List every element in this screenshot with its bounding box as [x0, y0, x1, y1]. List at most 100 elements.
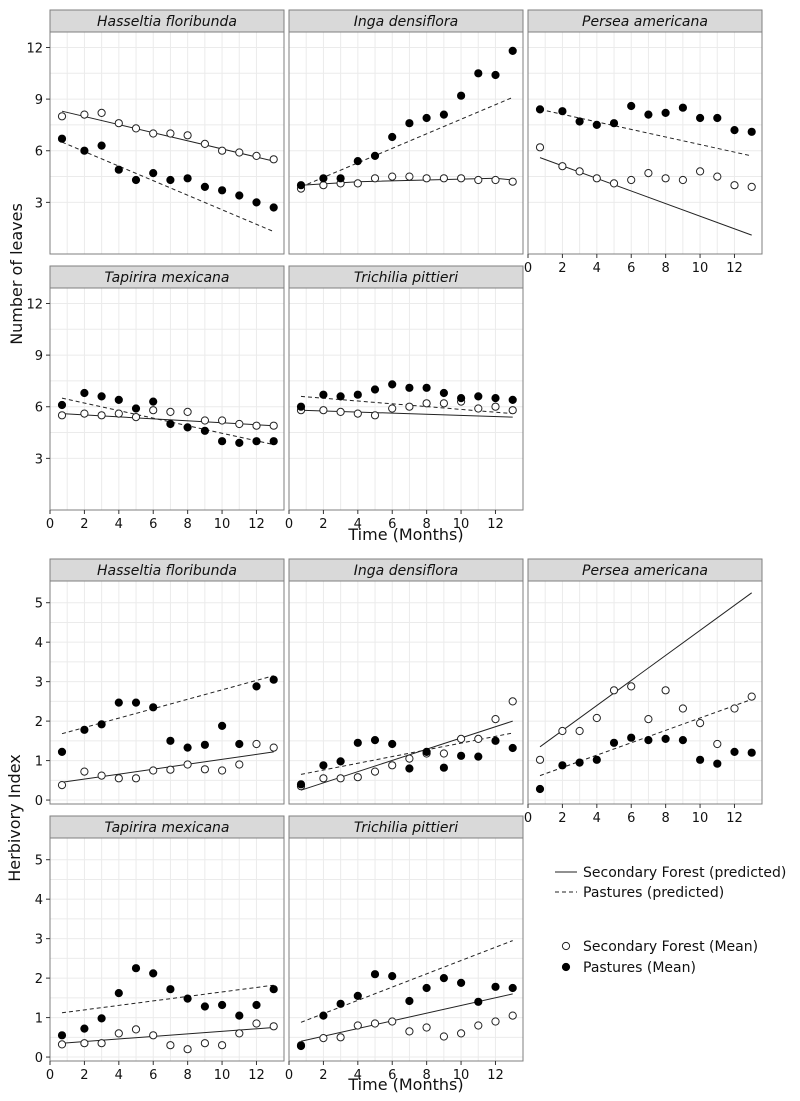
leaves-inga-densiflora-pastures-mean-point — [388, 132, 397, 142]
herbivory-tapirira-mexicana-y-tick-label: 5 — [35, 854, 43, 869]
herbivory-hasseltia-floribunda-y-tick-label: 0 — [35, 794, 43, 809]
herbivory-inga-densiflora-pastures-mean-point — [508, 743, 517, 753]
herbivory-hasseltia-floribunda-pastures-mean-point — [252, 682, 261, 691]
leaves-hasseltia-floribunda-pastures-mean-point — [97, 141, 106, 150]
leaves-inga-densiflora-secondary-forest-mean-point — [370, 174, 380, 183]
leaves-tapirira-mexicana-secondary-forest-mean-point — [218, 416, 227, 425]
herbivory-tapirira-mexicana-secondary-forest-mean-point — [235, 1029, 244, 1038]
herbivory-persea-americana-plot-background — [528, 581, 762, 804]
herbivory-tapirira-mexicana-pastures-predicted-line — [61, 984, 274, 1014]
herbivory-persea-americana-pastures-mean-point — [592, 755, 601, 764]
herbivory-trichilia-pittieri-pastures-mean-point — [405, 996, 414, 1006]
herbivory-tapirira-mexicana-x-tick-label: 6 — [149, 1068, 157, 1083]
leaves-tapirira-mexicana-y-tick-label: 6 — [35, 401, 43, 416]
herbivory-hasseltia-floribunda-secondary-forest-mean-point — [57, 781, 67, 790]
leaves-hasseltia-floribunda-pastures-mean-point — [218, 186, 227, 195]
herbivory-persea-americana-secondary-forest-mean-point — [558, 726, 567, 736]
herbivory-trichilia-pittieri-pastures-mean-point — [319, 1011, 328, 1020]
leaves-hasseltia-floribunda-panel: Hasseltia floribunda 3 6 9 12 — [26, 9, 285, 255]
herbivory-tapirira-mexicana-pastures-mean-point — [57, 1031, 67, 1040]
herbivory-inga-densiflora-secondary-forest-mean-point — [457, 734, 466, 744]
leaves-trichilia-pittieri-pastures-mean-point — [457, 394, 466, 403]
leaves-persea-americana-x-tick-label: 8 — [662, 261, 670, 276]
herbivory-persea-americana-secondary-forest-mean-point — [592, 713, 601, 723]
herbivory-trichilia-pittieri-pastures-mean-point — [439, 974, 448, 983]
leaves-trichilia-pittieri-strip-label: Trichilia pittieri — [354, 270, 458, 286]
herbivory-hasseltia-floribunda-pastures-mean-point — [200, 740, 209, 749]
leaves-hasseltia-floribunda-secondary-forest-mean-point — [80, 110, 89, 119]
leaves-tapirira-mexicana-secondary-forest-mean-point — [57, 411, 67, 420]
leaves-inga-densiflora-pastures-mean-point — [474, 69, 483, 78]
herbivory-trichilia-pittieri-x-tick-label: 0 — [285, 1068, 293, 1083]
leaves-trichilia-pittieri-panel: Trichilia pittieri 0 2 4 6 8 10 12 — [285, 265, 524, 532]
leaves-trichilia-pittieri-x-tick-label: 12 — [487, 517, 504, 532]
leaves-trichilia-pittieri-plot-background — [289, 288, 523, 510]
leaves-hasseltia-floribunda-pastures-mean-point — [252, 198, 261, 207]
leaves-persea-americana-x-tick-label: 10 — [692, 261, 709, 276]
herbivory-inga-densiflora-secondary-forest-mean-point — [388, 761, 397, 770]
leaves-trichilia-pittieri-pastures-mean-point — [422, 383, 431, 392]
leaves-trichilia-pittieri-secondary-forest-mean-point — [353, 409, 362, 418]
legend: Secondary Forest (predicted) Pastures (p… — [555, 865, 786, 976]
herbivory-hasseltia-floribunda-secondary-forest-mean-point — [149, 766, 158, 775]
leaves-trichilia-pittieri-pastures-mean-point — [296, 402, 306, 411]
herbivory-inga-densiflora-secondary-forest-mean-point — [370, 767, 380, 776]
herbivory-inga-densiflora-pastures-mean-point — [474, 752, 483, 761]
leaves-hasseltia-floribunda-secondary-forest-mean-point — [183, 131, 192, 140]
herbivory-inga-densiflora-pastures-mean-point — [370, 736, 380, 745]
herbivory-tapirira-mexicana-pastures-mean-point — [114, 989, 123, 998]
herbivory-trichilia-pittieri-pastures-predicted-line — [300, 940, 513, 1023]
herbivory-persea-americana-pastures-mean-point — [627, 733, 636, 742]
herbivory-inga-densiflora-pastures-mean-point — [491, 736, 500, 745]
leaves-tapirira-mexicana-y-tick-label: 3 — [35, 452, 43, 467]
leaves-persea-americana-pastures-mean-point — [592, 120, 601, 130]
leaves-inga-densiflora-pastures-mean-point — [370, 151, 380, 160]
legend-marker-secondary-forest-mean — [561, 941, 571, 951]
leaves-inga-densiflora-secondary-forest-mean-point — [491, 175, 500, 185]
herbivory-persea-americana-x-tick-label: 8 — [662, 811, 670, 826]
leaves-persea-americana-x-tick-label: 0 — [524, 261, 532, 276]
leaves-hasseltia-floribunda-pastures-mean-point — [131, 175, 141, 185]
herbivory-inga-densiflora-secondary-forest-mean-point — [508, 697, 517, 706]
herbivory-hasseltia-floribunda-panel-border — [49, 580, 285, 805]
leaves-tapirira-mexicana-pastures-mean-point — [252, 437, 261, 446]
leaves-tapirira-mexicana-x-tick-label: 10 — [214, 517, 231, 532]
leaves-tapirira-mexicana-pastures-mean-point — [269, 437, 278, 446]
herbivory-trichilia-pittieri-secondary-forest-mean-point — [439, 1032, 448, 1041]
herbivory-trichilia-pittieri-strip-label: Trichilia pittieri — [354, 820, 458, 836]
leaves-persea-americana-pastures-mean-point — [713, 113, 722, 123]
herbivory-trichilia-pittieri-secondary-forest-mean-point — [370, 1019, 380, 1028]
leaves-hasseltia-floribunda-secondary-forest-mean-point — [57, 112, 67, 121]
herbivory-tapirira-mexicana-strip-label: Tapirira mexicana — [104, 820, 229, 836]
herbivory-hasseltia-floribunda-secondary-forest-mean-point — [80, 767, 89, 776]
herbivory-persea-americana-secondary-forest-mean-point — [696, 719, 705, 728]
leaves-inga-densiflora-secondary-forest-mean-point — [457, 174, 466, 183]
leaves-inga-densiflora-secondary-forest-mean-point — [405, 172, 414, 181]
leaves-tapirira-mexicana-pastures-mean-point — [80, 388, 89, 398]
leaves-persea-americana-panel-border — [527, 31, 763, 255]
herbivory-persea-americana-pastures-mean-point — [678, 736, 688, 745]
leaves-inga-densiflora-pastures-mean-point — [405, 119, 414, 128]
herbivory-tapirira-mexicana-pastures-mean-point — [80, 1024, 89, 1033]
herbivory-persea-americana-panel: Persea americana 0 2 4 6 8 10 12 — [524, 558, 763, 826]
leaves-tapirira-mexicana-secondary-forest-mean-point — [80, 409, 89, 418]
herbivory-inga-densiflora-panel: Inga densiflora — [288, 558, 524, 805]
herbivory-trichilia-pittieri-x-tick-label: 12 — [487, 1068, 504, 1083]
leaves-trichilia-pittieri-secondary-forest-mean-point — [336, 407, 345, 416]
leaves-hasseltia-floribunda-pastures-mean-point — [166, 175, 175, 185]
herbivory-tapirira-mexicana-pastures-mean-point — [218, 1000, 227, 1010]
leaves-persea-americana-secondary-forest-mean-point — [535, 143, 545, 152]
leaves-tapirira-mexicana-pastures-mean-point — [218, 437, 227, 446]
leaves-trichilia-pittieri-secondary-forest-mean-point — [508, 406, 517, 415]
herbivory-hasseltia-floribunda-pastures-mean-point — [97, 720, 106, 729]
leaves-persea-americana-pastures-predicted-line — [539, 108, 752, 157]
leaves-tapirira-mexicana-pastures-mean-point — [149, 397, 158, 406]
leaves-trichilia-pittieri-pastures-mean-point — [370, 385, 380, 394]
leaves-trichilia-pittieri-secondary-forest-mean-point — [370, 411, 380, 420]
herbivory-trichilia-pittieri-x-tick-label: 2 — [319, 1068, 327, 1083]
herbivory-inga-densiflora-pastures-mean-point — [457, 751, 466, 760]
leaves-trichilia-pittieri-secondary-forest-mean-point — [491, 402, 500, 411]
leaves-tapirira-mexicana-pastures-mean-point — [166, 419, 175, 429]
leaves-trichilia-pittieri-pastures-mean-point — [474, 392, 483, 401]
